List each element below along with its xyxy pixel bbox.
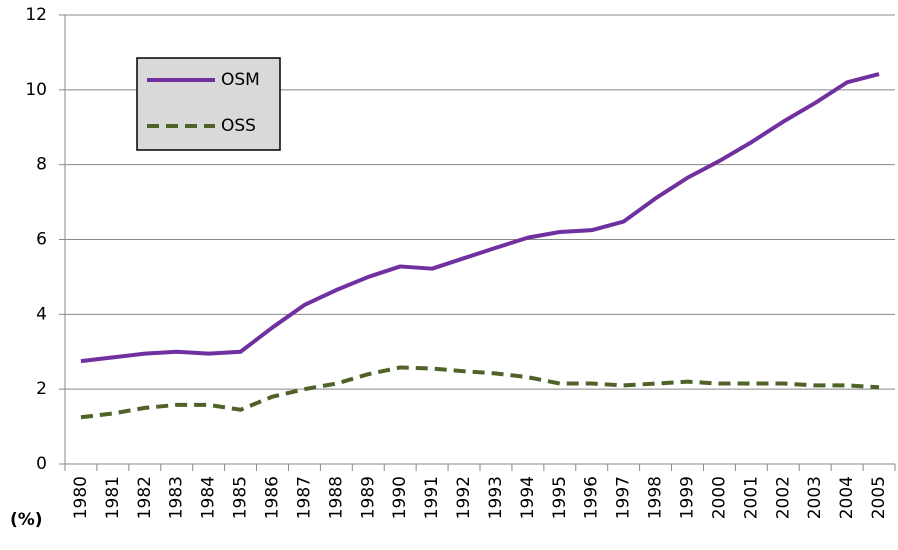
x-tick-label: 1990 bbox=[390, 476, 410, 519]
x-tick-label: 1988 bbox=[326, 476, 346, 519]
x-tick-label: 1998 bbox=[646, 476, 666, 519]
x-tick-label: 2002 bbox=[773, 476, 793, 519]
x-tick-label: 1985 bbox=[231, 476, 251, 519]
legend: OSM OSS bbox=[136, 57, 281, 151]
y-tick-label: 10 bbox=[25, 80, 47, 100]
x-tick-label: 1993 bbox=[486, 476, 506, 519]
y-tick-label: 12 bbox=[25, 5, 47, 25]
x-tick-label: 1999 bbox=[678, 476, 698, 519]
series-line bbox=[80, 365, 880, 420]
x-tick-label: 1982 bbox=[135, 476, 155, 519]
x-tick-label: 1991 bbox=[422, 476, 442, 519]
x-tick-label: 2003 bbox=[805, 476, 825, 519]
legend-box bbox=[136, 57, 281, 151]
y-tick-label: 0 bbox=[36, 454, 47, 474]
series-line bbox=[80, 72, 880, 364]
y-axis-label: (%) bbox=[10, 510, 43, 530]
x-tick-label: 1989 bbox=[358, 476, 378, 519]
y-tick-label: 8 bbox=[36, 155, 47, 175]
y-tick-label: 6 bbox=[36, 230, 47, 250]
x-tick-label: 2000 bbox=[709, 476, 729, 519]
x-tick-label: 2004 bbox=[837, 476, 857, 519]
x-tick-label: 1987 bbox=[294, 476, 314, 519]
x-tick-label: 1986 bbox=[263, 476, 283, 519]
x-tick-label: 2005 bbox=[869, 476, 889, 519]
x-tick-label: 2001 bbox=[741, 476, 761, 519]
legend-label: OSS bbox=[221, 116, 256, 136]
y-tick-label: 4 bbox=[36, 304, 47, 324]
y-tick-label: 2 bbox=[36, 379, 47, 399]
x-tick-label: 1981 bbox=[103, 476, 123, 519]
x-tick-label: 1996 bbox=[582, 476, 602, 519]
x-tick-label: 1983 bbox=[167, 476, 187, 519]
x-tick-label: 1995 bbox=[550, 476, 570, 519]
x-tick-label: 1994 bbox=[518, 476, 538, 519]
x-tick-label: 1984 bbox=[199, 476, 219, 519]
legend-label: OSM bbox=[221, 70, 260, 90]
x-tick-label: 1997 bbox=[614, 476, 634, 519]
x-tick-label: 1980 bbox=[71, 476, 91, 519]
x-tick-label: 1992 bbox=[454, 476, 474, 519]
